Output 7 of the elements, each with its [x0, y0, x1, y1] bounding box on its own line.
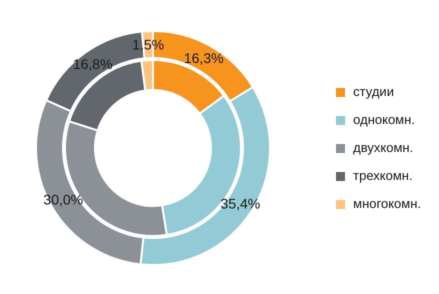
- data-label: 16,3%: [184, 50, 224, 66]
- legend-label: многокомн.: [353, 195, 421, 213]
- legend-label: трехкомн.: [353, 167, 413, 185]
- data-label: 16,8%: [72, 56, 113, 72]
- legend-label: студии: [353, 83, 394, 101]
- legend-label: однокомн.: [353, 111, 415, 129]
- legend-label: двухкомн.: [353, 139, 414, 157]
